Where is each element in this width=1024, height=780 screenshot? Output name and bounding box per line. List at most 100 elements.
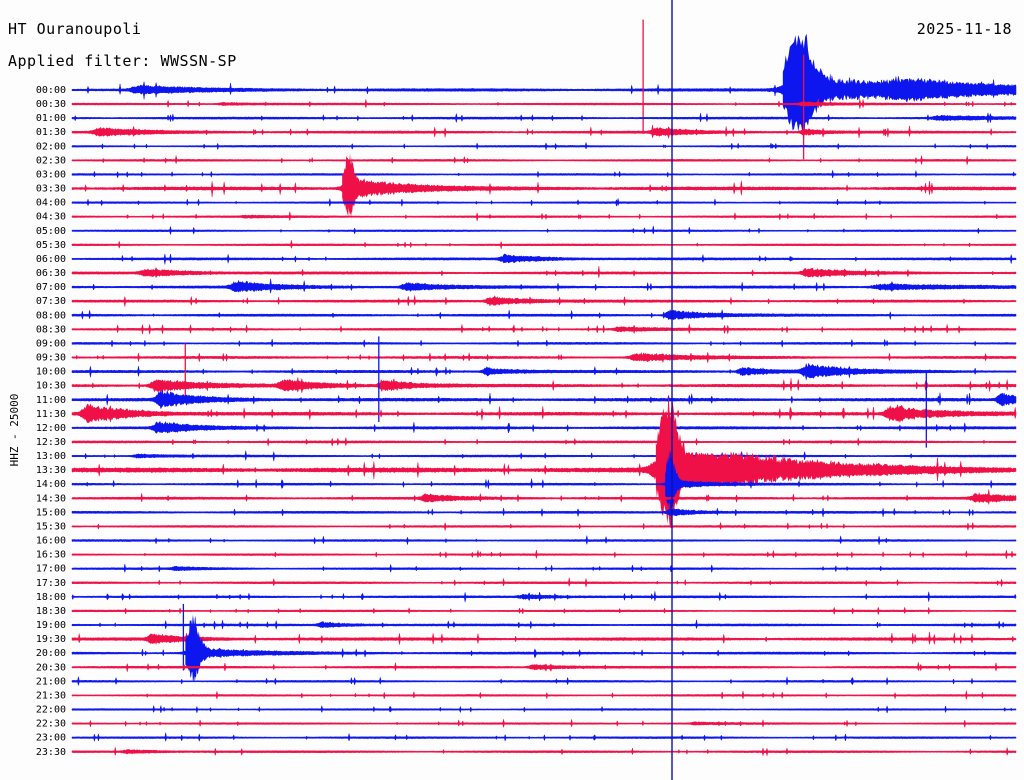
trace-row: [71, 197, 1017, 208]
trace-row: [71, 507, 1017, 518]
trace-row: [71, 338, 1017, 349]
time-tick-label: 19:30: [36, 634, 66, 645]
trace-row: [71, 170, 1017, 179]
trace-row: [71, 645, 1017, 662]
time-tick-label: 05:30: [36, 240, 66, 251]
trace-row: [71, 112, 1017, 123]
trace-row: [71, 362, 1017, 380]
time-tick-label: 11:30: [36, 409, 66, 420]
time-tick-label: 09:00: [36, 338, 66, 349]
large-event-wavepacket: [665, 449, 685, 517]
time-tick-label: 17:00: [36, 564, 66, 575]
time-tick-label: 08:00: [36, 310, 66, 321]
trace-row: [71, 718, 1017, 729]
trace-row: [71, 451, 1017, 488]
time-tick-label: 16:30: [36, 550, 66, 561]
time-tick-label: 12:00: [36, 423, 66, 434]
seismic-traces: [71, 19, 1017, 757]
date-label: 2025-11-18: [916, 20, 1012, 38]
time-tick-label: 01:30: [36, 127, 66, 138]
trace-row: [71, 73, 1017, 106]
trace-row: [71, 619, 1017, 630]
large-event-wavepacket: [782, 33, 848, 142]
time-tick-label: 04:30: [36, 212, 66, 223]
trace-row: [71, 266, 1017, 279]
time-tick-label: 21:00: [36, 676, 66, 687]
trace-row: [71, 631, 1017, 646]
trace-row: [71, 420, 1017, 434]
trace-row: [71, 323, 1017, 335]
trace-row: [71, 278, 1017, 294]
trace-row: [71, 436, 1017, 448]
trace-row: [71, 606, 1017, 616]
trace-row: [71, 402, 1017, 424]
trace-row: [71, 309, 1017, 321]
trace-row: [71, 225, 1017, 236]
time-tick-label: 07:00: [36, 282, 66, 293]
trace-row: [71, 676, 1017, 686]
large-event-wavepacket: [185, 614, 215, 683]
time-tick-label: 21:30: [36, 690, 66, 701]
station-name: HT Ouranoupoli: [8, 20, 142, 38]
time-tick-label: 00:00: [36, 85, 66, 96]
time-tick-label: 08:30: [36, 324, 66, 335]
time-tick-label: 18:00: [36, 592, 66, 603]
trace-row: [71, 174, 1017, 200]
time-tick-label: 16:00: [36, 536, 66, 547]
trace-row: [71, 563, 1017, 574]
time-tick-label: 06:00: [36, 254, 66, 265]
time-tick-label: 18:30: [36, 606, 66, 617]
trace-row: [71, 690, 1017, 701]
time-tick-label: 02:00: [36, 141, 66, 152]
time-tick-label: 12:30: [36, 437, 66, 448]
large-event-wavepacket: [342, 152, 368, 218]
time-tick-label: 10:30: [36, 381, 66, 392]
time-tick-label: 17:30: [36, 578, 66, 589]
trace-row: [71, 142, 1017, 151]
time-tick-label: 10:00: [36, 367, 66, 378]
time-tick-label: 19:00: [36, 620, 66, 631]
time-tick-label: 09:30: [36, 353, 66, 364]
trace-row: [71, 253, 1017, 265]
trace-row: [71, 521, 1017, 532]
time-tick-label: 01:00: [36, 113, 66, 124]
trace-row: [71, 98, 1017, 109]
time-axis-tick-labels: 00:00 00:30 01:00 01:30 02:00 02:30 03:00 03:30…: [36, 85, 66, 758]
time-tick-label: 07:30: [36, 296, 66, 307]
time-tick-label: 14:00: [36, 479, 66, 490]
time-tick-label: 11:00: [36, 395, 66, 406]
trace-row: [71, 549, 1017, 560]
time-tick-label: 06:30: [36, 268, 66, 279]
trace-row: [71, 240, 1017, 250]
time-tick-label: 03:30: [36, 184, 66, 195]
trace-row: [71, 125, 1017, 139]
time-tick-label: 23:00: [36, 733, 66, 744]
time-tick-label: 03:00: [36, 169, 66, 180]
trace-row: [71, 732, 1017, 743]
time-tick-label: 02:30: [36, 155, 66, 166]
time-tick-label: 14:30: [36, 493, 66, 504]
applied-filter-label: Applied filter: WWSSN-SP: [8, 52, 237, 70]
time-tick-label: 22:30: [36, 719, 66, 730]
trace-row: [71, 704, 1017, 715]
trace-row: [71, 211, 1017, 222]
trace-row: [71, 662, 1017, 673]
trace-row: [71, 351, 1017, 364]
time-tick-label: 04:00: [36, 198, 66, 209]
trace-row: [71, 155, 1017, 165]
trace-row: [71, 478, 1017, 490]
time-tick-label: 05:00: [36, 226, 66, 237]
time-tick-label: 15:00: [36, 507, 66, 518]
trace-row: [71, 295, 1017, 307]
trace-row: [71, 377, 1017, 394]
time-tick-label: 20:30: [36, 662, 66, 673]
time-tick-label: 20:00: [36, 648, 66, 659]
trace-row: [71, 535, 1017, 546]
time-tick-label: 13:00: [36, 451, 66, 462]
trace-row: [71, 450, 1017, 462]
trace-row: [71, 591, 1017, 603]
time-tick-label: 23:30: [36, 747, 66, 758]
time-tick-label: 13:30: [36, 465, 66, 476]
